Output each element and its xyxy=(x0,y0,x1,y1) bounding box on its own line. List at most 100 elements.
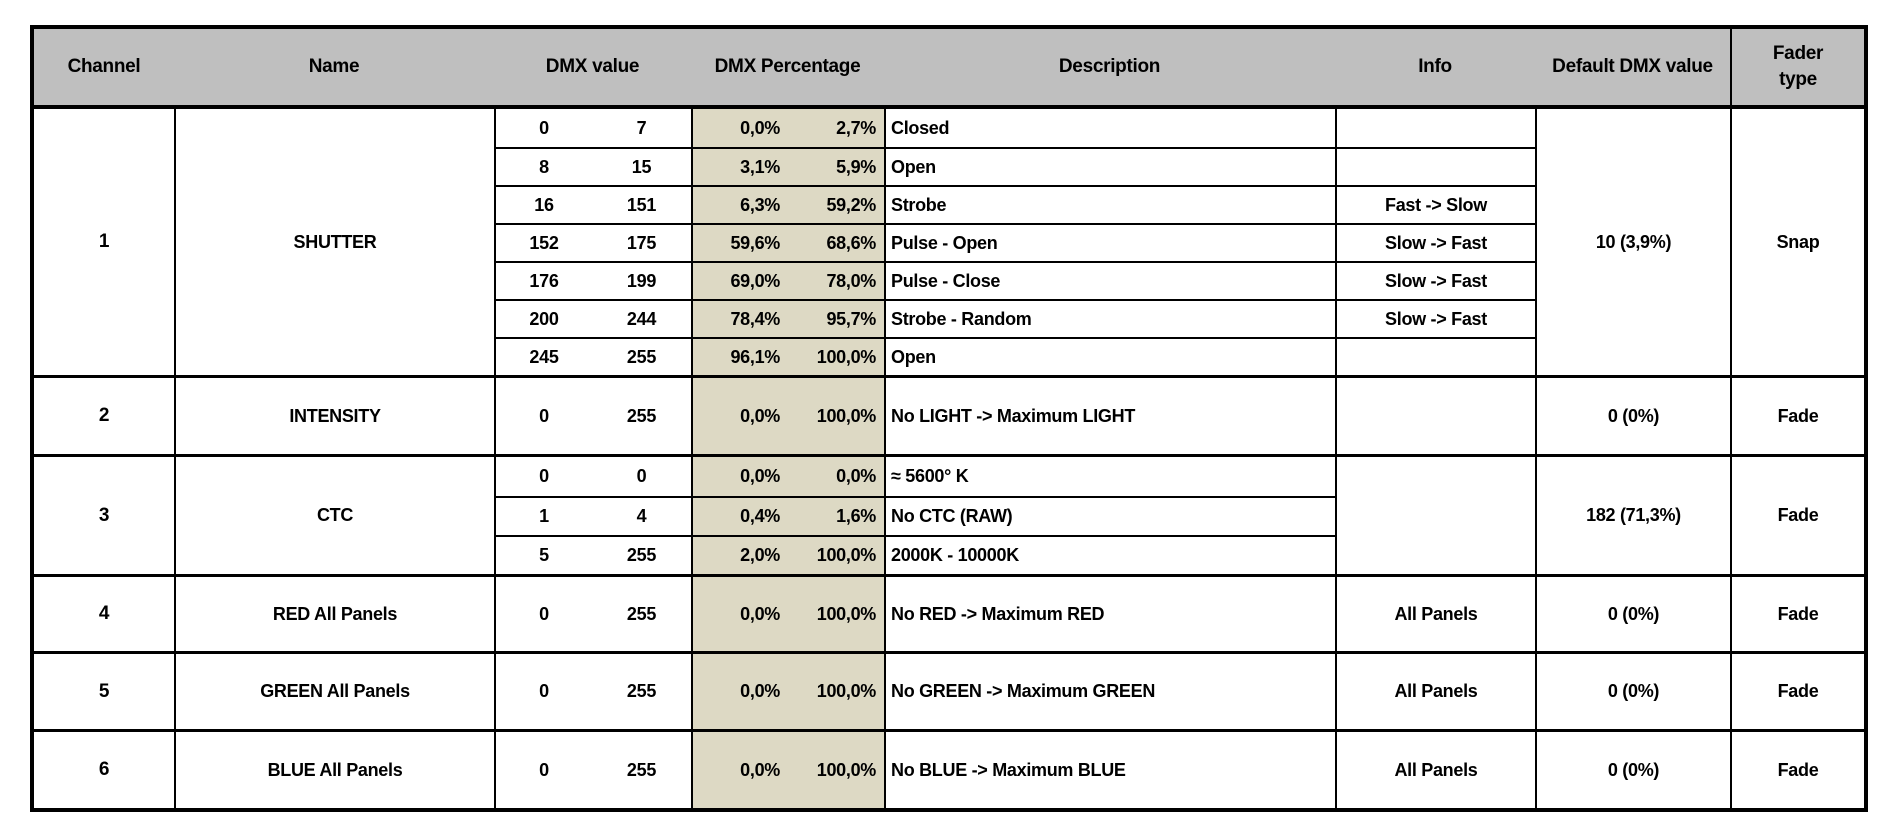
description-cell: No RED -> Maximum RED xyxy=(884,577,1335,651)
fader-type-cell: Fade xyxy=(1730,577,1864,651)
dmx-max-cell: 255 xyxy=(626,545,657,565)
channel-name: INTENSITY xyxy=(174,378,494,454)
default-dmx-cell: 0 (0%) xyxy=(1535,732,1730,808)
description-cell: 2000K - 10000K xyxy=(884,537,1335,574)
dmx-row: 0 255 0,0% 100,0% No GREEN -> Maximum GR… xyxy=(494,654,1535,729)
dmx-row: 0 255 0,0% 100,0% No RED -> Maximum RED … xyxy=(494,577,1535,651)
dmx-min-cell: 8 xyxy=(494,149,592,185)
pct-max-cell: 100,0% xyxy=(788,577,884,651)
dmx-min-cell: 0 xyxy=(494,732,592,808)
channel-subrows: 0 255 0,0% 100,0% No LIGHT -> Maximum LI… xyxy=(494,378,1535,454)
info-cell: Slow -> Fast xyxy=(1335,301,1535,337)
dmx-min-cell: 0 xyxy=(494,109,592,147)
dmx-max-cell: 255 xyxy=(626,603,657,624)
pct-max-cell: 100,0% xyxy=(788,732,884,808)
info-cell xyxy=(1335,378,1535,454)
channel-subrows: 0 255 0,0% 100,0% No GREEN -> Maximum GR… xyxy=(494,654,1535,729)
channel-group-3: 3 CTC 0 0 0,0% 0,0% ≈ 5600° K 1 4 0,4% 1… xyxy=(34,454,1864,574)
pct-max-cell: 1,6% xyxy=(788,498,884,535)
description-cell: Strobe xyxy=(884,187,1335,223)
default-dmx-cell: 182 (71,3%) xyxy=(1535,457,1730,574)
default-dmx-cell: 0 (0%) xyxy=(1535,654,1730,729)
channel-number: 1 xyxy=(98,231,110,252)
dmx-row: 0 0 0,0% 0,0% ≈ 5600° K xyxy=(494,457,1335,496)
header-default-dmx: Default DMX value xyxy=(1552,56,1713,77)
channel-group-2: 2 INTENSITY 0 255 0,0% 100,0% No LIGHT -… xyxy=(34,375,1864,454)
dmx-min-cell: 0 xyxy=(494,457,592,496)
info-cell: Fast -> Slow xyxy=(1335,187,1535,223)
dmx-row: 200 244 78,4% 95,7% Strobe - Random Slow… xyxy=(494,299,1535,337)
channel-group-6: 6 BLUE All Panels 0 255 0,0% 100,0% No B… xyxy=(34,729,1864,808)
dmx-min-cell: 0 xyxy=(494,378,592,454)
info-cell xyxy=(1335,109,1535,147)
channel-name: CTC xyxy=(174,457,494,574)
pct-min-cell: 78,4% xyxy=(691,301,788,337)
pct-min-cell: 3,1% xyxy=(691,149,788,185)
pct-min-cell: 69,0% xyxy=(691,263,788,299)
default-dmx-cell: 0 (0%) xyxy=(1535,577,1730,651)
header-description: Description xyxy=(1058,56,1161,77)
pct-max-cell: 95,7% xyxy=(788,301,884,337)
channel-name: BLUE All Panels xyxy=(174,732,494,808)
channel-group-4: 4 RED All Panels 0 255 0,0% 100,0% No RE… xyxy=(34,574,1864,651)
fader-type-cell: Fade xyxy=(1730,378,1864,454)
info-cell: Slow -> Fast xyxy=(1335,263,1535,299)
channel-name: SHUTTER xyxy=(174,109,494,375)
dmx-max-cell: 175 xyxy=(626,232,657,253)
info-cell xyxy=(1335,149,1535,185)
channel-group-1: 1 SHUTTER 0 7 0,0% 2,7% Closed 8 15 3,1%… xyxy=(34,109,1864,375)
pct-max-cell: 78,0% xyxy=(788,263,884,299)
pct-min-cell: 0,0% xyxy=(691,732,788,808)
default-dmx-cell: 10 (3,9%) xyxy=(1535,109,1730,375)
channel-number: 4 xyxy=(98,603,110,624)
pct-min-cell: 0,0% xyxy=(691,109,788,147)
dmx-row: 5 255 2,0% 100,0% 2000K - 10000K xyxy=(494,535,1335,574)
dmx-row: 245 255 96,1% 100,0% Open xyxy=(494,337,1535,375)
description-cell: Open xyxy=(884,339,1335,375)
description-cell: No BLUE -> Maximum BLUE xyxy=(884,732,1335,808)
pct-min-cell: 59,6% xyxy=(691,225,788,261)
pct-min-cell: 0,0% xyxy=(691,654,788,729)
dmx-row: 176 199 69,0% 78,0% Pulse - Close Slow -… xyxy=(494,261,1535,299)
header-info: Info xyxy=(1418,56,1452,77)
pct-min-cell: 0,0% xyxy=(691,577,788,651)
pct-min-cell: 96,1% xyxy=(691,339,788,375)
description-cell: ≈ 5600° K xyxy=(884,457,1335,496)
header-channel: Channel xyxy=(67,56,141,77)
dmx-channel-table: Channel Name DMX value DMX Percentage De… xyxy=(30,25,1868,812)
pct-max-cell: 100,0% xyxy=(788,654,884,729)
dmx-row: 16 151 6,3% 59,2% Strobe Fast -> Slow xyxy=(494,185,1535,223)
info-cell-merged xyxy=(1335,457,1535,574)
dmx-max-cell: 199 xyxy=(626,270,657,291)
fader-type-cell: Fade xyxy=(1730,654,1864,729)
dmx-min-cell: 176 xyxy=(494,263,592,299)
channel-subrows: 0 7 0,0% 2,7% Closed 8 15 3,1% 5,9% Open… xyxy=(494,109,1535,375)
description-cell: Strobe - Random xyxy=(884,301,1335,337)
dmx-row: 0 255 0,0% 100,0% No BLUE -> Maximum BLU… xyxy=(494,732,1535,808)
pct-min-cell: 0,0% xyxy=(691,378,788,454)
pct-max-cell: 0,0% xyxy=(788,457,884,496)
pct-max-cell: 2,7% xyxy=(788,109,884,147)
dmx-min-cell: 200 xyxy=(494,301,592,337)
pct-min-cell: 6,3% xyxy=(691,187,788,223)
header-name: Name xyxy=(308,56,360,77)
header-fader-type: Fader type xyxy=(1730,29,1864,105)
dmx-max-cell: 151 xyxy=(626,194,657,215)
fader-type-cell: Fade xyxy=(1730,457,1864,574)
dmx-max-cell: 7 xyxy=(636,117,647,138)
pct-max-cell: 59,2% xyxy=(788,187,884,223)
description-cell: Closed xyxy=(884,109,1335,147)
pct-min-cell: 2,0% xyxy=(691,537,788,574)
description-cell: No LIGHT -> Maximum LIGHT xyxy=(884,378,1335,454)
channel-number: 6 xyxy=(98,759,110,780)
dmx-max-cell: 255 xyxy=(626,759,657,780)
dmx-max-cell: 255 xyxy=(626,405,657,426)
description-cell: Pulse - Close xyxy=(884,263,1335,299)
dmx-row: 1 4 0,4% 1,6% No CTC (RAW) xyxy=(494,496,1335,535)
dmx-min-cell: 0 xyxy=(494,577,592,651)
pct-max-cell: 100,0% xyxy=(788,537,884,574)
dmx-min-cell: 245 xyxy=(494,339,592,375)
info-cell: All Panels xyxy=(1335,654,1535,729)
dmx-min-cell: 16 xyxy=(494,187,592,223)
dmx-min-cell: 152 xyxy=(494,225,592,261)
